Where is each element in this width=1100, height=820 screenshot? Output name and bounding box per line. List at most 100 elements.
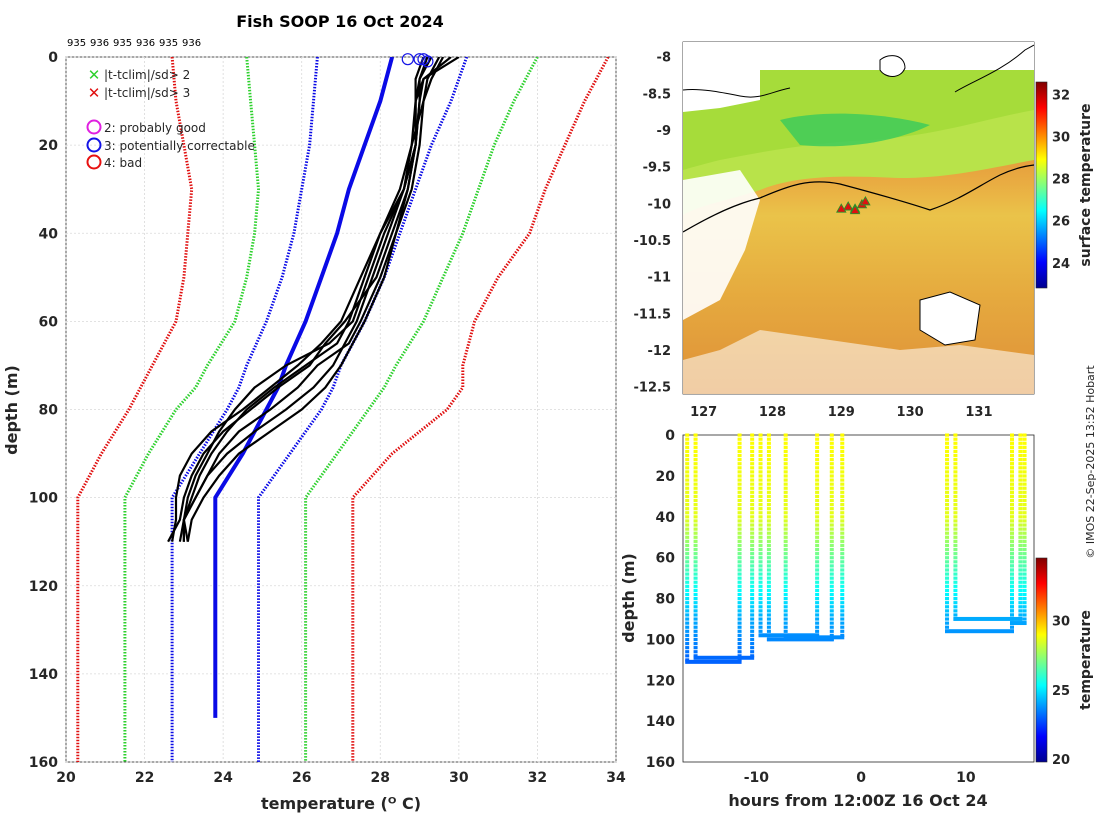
flag-marker — [413, 53, 426, 66]
section-sample — [750, 441, 755, 445]
section-sample — [750, 625, 755, 629]
section-sample — [1018, 523, 1023, 527]
section-sample — [840, 597, 845, 601]
map-y-ticks: -8 -8.5 -9 -9.5 -10 -10.5 -11 -11.5 -12 -12.5 — [634, 51, 671, 396]
section-sample — [1009, 482, 1014, 486]
section-sample — [1009, 543, 1014, 548]
section-sample — [1022, 613, 1027, 617]
section-sample — [693, 641, 698, 646]
section-sample — [737, 605, 742, 609]
section-sample — [840, 474, 845, 478]
section-sample — [693, 482, 698, 486]
section-sample — [829, 613, 834, 617]
section-cast — [693, 433, 755, 660]
section-sample — [953, 482, 958, 486]
section-x-tick-label: 10 — [956, 770, 976, 786]
section-sample — [1022, 449, 1027, 454]
section-sample — [953, 527, 958, 531]
section-cast — [783, 433, 845, 640]
section-sample — [953, 576, 958, 580]
section-axes-box — [682, 434, 1035, 763]
section-sample — [1009, 556, 1014, 560]
section-sample — [1018, 507, 1023, 511]
section-sample — [815, 507, 820, 511]
section-sample — [750, 564, 755, 568]
section-sample — [1022, 592, 1027, 597]
section-sample — [1018, 560, 1023, 564]
section-sample — [840, 625, 845, 629]
map-y-tick-label: -8.5 — [643, 87, 671, 102]
section-sample — [783, 523, 788, 527]
section-sample — [685, 539, 690, 543]
section-sample — [766, 433, 771, 437]
section-sample — [815, 609, 820, 613]
section-sample — [829, 543, 834, 548]
section-sample — [750, 535, 755, 539]
section-sample — [693, 576, 698, 580]
legend-entry-sd3: ✕ |t-tclim|/sd> 3 — [88, 84, 190, 102]
section-sample — [758, 498, 763, 503]
section-sample — [750, 490, 755, 494]
y-tick-label: 20 — [39, 138, 59, 154]
section-sample — [815, 588, 820, 593]
section-sample — [829, 453, 834, 458]
section-sample — [766, 560, 771, 564]
section-casts — [685, 433, 1027, 664]
y-tick-label: 60 — [39, 314, 59, 330]
section-sample — [1009, 466, 1014, 470]
section-sample — [815, 621, 820, 625]
section-sample — [693, 494, 698, 499]
section-sample — [693, 588, 698, 593]
section-sample — [953, 613, 958, 617]
section-sample — [1018, 519, 1023, 523]
section-sample — [758, 478, 763, 482]
section-sample — [693, 527, 698, 531]
section-sample — [758, 552, 763, 556]
section-sample — [766, 584, 771, 588]
section-sample — [783, 547, 788, 552]
section-sample — [685, 617, 690, 621]
section-sample — [945, 441, 950, 445]
section-sample — [758, 531, 763, 535]
section-sample — [953, 437, 958, 441]
section-sample — [945, 523, 950, 527]
section-sample — [1022, 572, 1027, 576]
section-sample — [1022, 531, 1027, 535]
section-sample — [758, 543, 763, 548]
section-sample — [945, 482, 950, 486]
section-sample — [766, 556, 771, 560]
section-sample — [1022, 560, 1027, 564]
section-sample — [1009, 597, 1014, 601]
legend-entry-q4: 4: bad — [86, 154, 142, 170]
section-sample — [766, 543, 771, 548]
section-bottom-segment — [953, 616, 1023, 621]
section-sample — [685, 584, 690, 588]
section-sample — [750, 543, 755, 548]
cast-id-label: 936 — [182, 38, 201, 49]
section-sample — [953, 605, 958, 609]
section-sample — [1018, 556, 1023, 560]
section-sample — [815, 502, 820, 507]
section-sample — [1018, 466, 1023, 470]
section-sample — [783, 625, 788, 629]
section-sample — [685, 507, 690, 511]
section-sample — [840, 564, 845, 568]
section-sample — [758, 613, 763, 617]
section-sample — [953, 478, 958, 482]
section-sample — [829, 601, 834, 605]
section-sample — [737, 629, 742, 633]
section-sample — [766, 588, 771, 593]
map-y-tick-label: -9.5 — [643, 161, 671, 176]
section-sample — [693, 592, 698, 597]
section-sample — [945, 588, 950, 593]
section-sample — [737, 437, 742, 441]
track-point-marker — [836, 203, 847, 213]
section-sample — [693, 613, 698, 617]
x-tick-label: 26 — [292, 770, 311, 786]
section-sample — [1009, 445, 1014, 449]
section-sample — [840, 547, 845, 552]
section-sample — [685, 523, 690, 527]
section-sample — [693, 523, 698, 527]
section-sample — [750, 637, 755, 642]
